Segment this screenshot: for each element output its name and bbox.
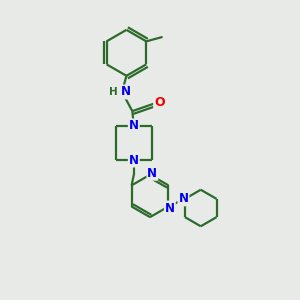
Text: N: N <box>121 85 130 98</box>
Text: N: N <box>147 167 158 180</box>
Text: N: N <box>129 154 139 166</box>
Text: N: N <box>165 202 175 214</box>
Text: N: N <box>178 192 188 206</box>
Text: H: H <box>110 87 118 97</box>
Text: N: N <box>129 119 139 132</box>
Text: O: O <box>154 96 165 109</box>
